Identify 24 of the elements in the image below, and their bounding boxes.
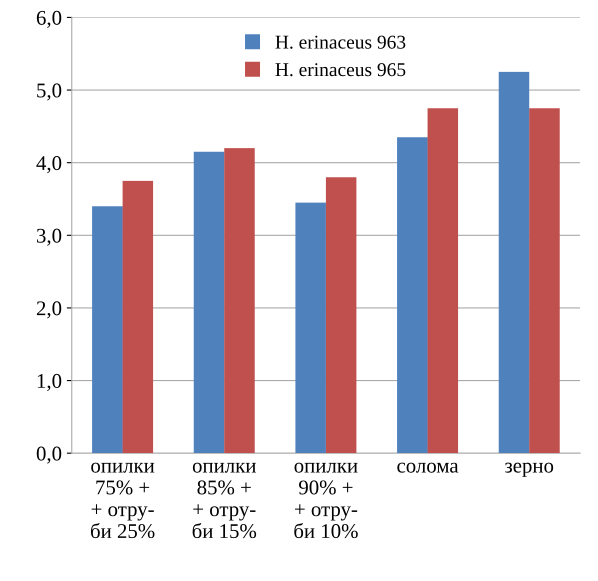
bar	[194, 152, 224, 454]
bar	[428, 108, 458, 454]
bar	[295, 202, 326, 454]
x-tick-label: опилки 85% + + отру- би 15%	[192, 462, 256, 538]
x-tick-label: опилки 75% + + отру- би 25%	[90, 462, 154, 538]
bar	[498, 72, 530, 454]
legend-label: H. erinaceus 965	[275, 63, 406, 76]
legend-label: H. erinaceus 963	[275, 36, 406, 49]
bar	[397, 137, 428, 454]
y-tick-label: 6,0	[36, 10, 62, 28]
y-tick-label: 0,0	[36, 446, 62, 464]
y-tick-label: 1,0	[38, 374, 62, 391]
bar	[122, 180, 154, 454]
x-tick-label: опилки 90% + + отру- би 10%	[294, 462, 358, 538]
bar	[224, 148, 255, 454]
bar	[529, 108, 560, 454]
bar	[92, 206, 123, 454]
bar	[326, 177, 356, 454]
y-tick-label: 5,0	[37, 83, 62, 100]
y-tick-label: 3,0	[36, 228, 62, 246]
y-tick-label: 4,0	[36, 156, 62, 174]
y-tick-label: 2,0	[36, 301, 62, 318]
x-tick-label: зерно	[505, 462, 554, 477]
x-tick-label: солома	[397, 462, 458, 473]
